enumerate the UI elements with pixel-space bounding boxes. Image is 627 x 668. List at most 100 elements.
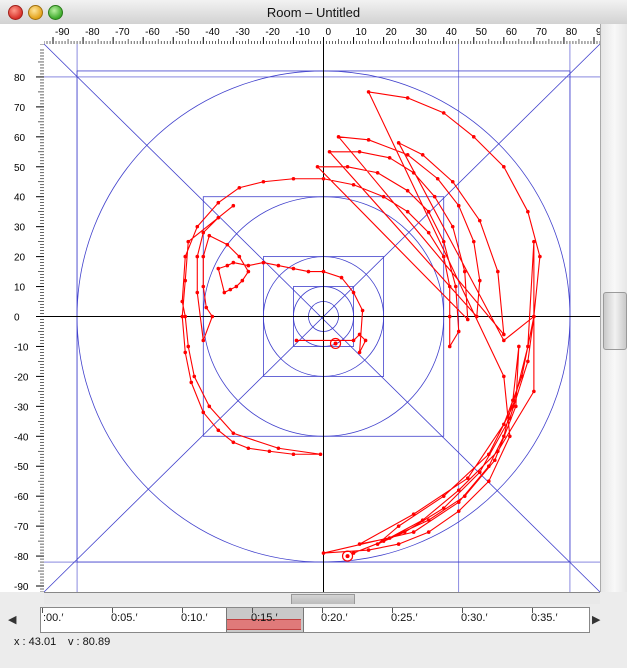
timeline-tick <box>182 608 183 613</box>
trajectory-point <box>447 344 452 349</box>
room-drawing[interactable] <box>44 44 600 592</box>
trajectory-point <box>180 299 185 304</box>
ruler-tick-label: 60 <box>14 133 26 144</box>
ruler-tick-label: -10 <box>14 342 29 353</box>
ruler-tick-label: -10 <box>295 27 310 38</box>
trajectory-point <box>426 209 431 214</box>
trajectory-point <box>189 380 194 385</box>
trajectory-point <box>318 452 323 457</box>
horizontal-scrollbar[interactable] <box>44 592 600 605</box>
trajectory-point <box>402 530 407 534</box>
trajectory-point <box>405 188 410 193</box>
minimize-button[interactable] <box>28 5 43 20</box>
ruler-tick-label: -90 <box>14 582 29 592</box>
trajectory-point <box>228 287 233 292</box>
trajectory-point <box>237 185 242 190</box>
trajectory-point <box>339 275 344 280</box>
trajectory-point <box>487 452 491 457</box>
timeline-right-arrow-icon[interactable]: ▶ <box>592 614 601 626</box>
trajectory-point <box>291 176 296 181</box>
trajectory-point <box>477 470 482 475</box>
room-canvas[interactable] <box>44 44 600 592</box>
timeline-tick <box>532 608 533 613</box>
trajectory-point <box>327 150 332 154</box>
timeline-selection-marker <box>227 619 301 630</box>
trajectory-point <box>405 209 410 214</box>
trajectory-point <box>201 410 206 415</box>
trajectory-point <box>471 239 476 244</box>
ruler-tick-label: 10 <box>14 283 26 294</box>
trajectory-point <box>441 254 446 259</box>
trajectory-point <box>426 230 431 235</box>
trajectory-point <box>237 254 242 259</box>
close-button[interactable] <box>8 5 23 20</box>
timeline-left-arrow-icon[interactable]: ◀ <box>8 614 17 626</box>
trajectory-point <box>201 254 206 259</box>
trajectory-point <box>538 254 542 259</box>
ruler-tick-label: 20 <box>386 27 398 38</box>
ruler-tick-label: 60 <box>506 27 518 38</box>
timeline-tick-label: 0:25.′ <box>391 612 418 624</box>
trajectory-path <box>181 91 541 554</box>
ruler-tick-label: -60 <box>14 492 29 503</box>
trajectory-point <box>225 242 230 247</box>
trajectory-point <box>195 224 200 229</box>
ruler-tick-label: -50 <box>14 462 29 473</box>
ruler-tick-label: 80 <box>14 73 26 84</box>
trajectory-point <box>465 476 470 481</box>
trajectory-point <box>420 152 425 157</box>
ruler-tick-label: -20 <box>14 372 29 383</box>
ruler-tick-label: 10 <box>356 27 368 38</box>
trajectory-point <box>450 179 455 184</box>
trajectory-point <box>447 284 452 289</box>
trajectory-point <box>180 314 185 319</box>
trajectory-point <box>345 164 350 169</box>
zoom-button[interactable] <box>48 5 63 20</box>
trajectory-point <box>387 155 392 160</box>
trajectory-point <box>183 314 188 319</box>
trajectory-point <box>366 138 371 142</box>
ruler-tick-label: 70 <box>536 27 548 38</box>
trajectory-point <box>441 239 446 244</box>
trajectory-point <box>487 479 491 484</box>
trajectory-point <box>474 314 479 319</box>
end-marker <box>341 550 354 562</box>
trajectory-point <box>291 452 296 457</box>
start-marker <box>329 337 342 350</box>
trajectory-point <box>231 431 236 436</box>
trajectory-point <box>471 135 476 139</box>
trajectory-point <box>426 518 431 522</box>
trajectory-point <box>216 215 221 220</box>
title-bar[interactable]: Room – Untitled <box>0 0 627 25</box>
trajectory-point <box>456 500 461 504</box>
trajectory-point <box>520 374 524 379</box>
trajectory-point <box>207 404 212 409</box>
trajectory-point <box>357 332 362 337</box>
timeline-tick <box>252 608 253 613</box>
end-marker-dot <box>345 554 350 559</box>
ruler-tick-label: 9 <box>596 27 600 38</box>
vertical-scroll-thumb[interactable] <box>603 292 627 350</box>
trajectory-point <box>231 440 236 445</box>
trajectory-point <box>267 449 272 454</box>
trajectory-point <box>201 230 206 235</box>
trajectory-point <box>336 135 341 139</box>
timeline-tick <box>112 608 113 613</box>
trajectory-point <box>321 551 326 555</box>
trajectory-point <box>462 269 467 274</box>
trajectory-point <box>453 284 458 289</box>
trajectory-point <box>363 338 368 343</box>
trajectory-point <box>456 329 461 334</box>
trajectory-point <box>477 278 482 283</box>
timeline-track[interactable]: :00.′ 0:05.′ 0:10.′ 0:15.′ 0:20.′ 0:25.′… <box>40 607 590 633</box>
trajectory-point <box>246 263 251 268</box>
trajectory-point <box>195 290 200 295</box>
trajectory-point <box>225 263 230 268</box>
ruler-tick-label: -30 <box>14 402 29 413</box>
ruler-tick-label: 50 <box>476 27 488 38</box>
trajectory-point <box>351 338 356 343</box>
vertical-scrollbar[interactable] <box>600 24 627 592</box>
trajectory-point <box>375 170 380 175</box>
trajectory-point <box>216 266 221 271</box>
